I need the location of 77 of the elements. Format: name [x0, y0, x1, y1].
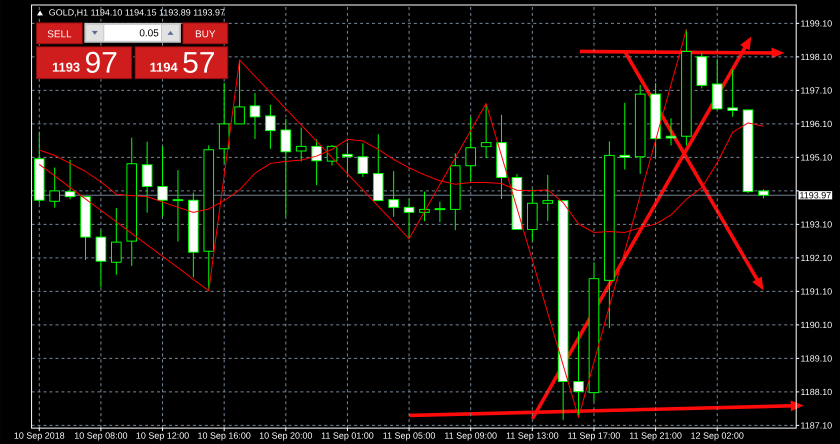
annotation: 1193: [52, 62, 80, 72]
y-tick-label: 1193.10: [801, 221, 832, 228]
candlestick: [358, 142, 368, 177]
candlestick: [388, 170, 399, 217]
x-tick-label: 10 Sep 20:00: [260, 432, 312, 440]
annotation: 97: [86, 52, 116, 73]
annotation: 57: [183, 52, 214, 73]
candlestick: [250, 92, 260, 140]
candlestick: [296, 127, 307, 162]
candlestick: [588, 262, 600, 402]
candlestick: [434, 201, 446, 222]
candlestick: [604, 140, 615, 328]
x-tick-label: 11 Sep 09:00: [445, 432, 497, 440]
candlestick: [342, 142, 353, 174]
candlestick: [712, 58, 723, 110]
candlestick: [80, 196, 91, 260]
candlestick: [265, 104, 276, 149]
x-tick-label: 10 Sep 08:00: [74, 432, 128, 440]
annotation: BUY: [196, 30, 216, 38]
candlestick: [218, 82, 230, 164]
candlestick: [696, 52, 708, 89]
candlestick: [49, 166, 60, 208]
candlestick: [96, 230, 106, 288]
x-tick-label: 10 Sep 2018: [14, 432, 64, 440]
y-tick-label: 1199.10: [801, 20, 832, 27]
candlestick: [188, 192, 199, 278]
candlestick: [619, 102, 630, 170]
y-tick-label: 1197.10: [801, 87, 832, 94]
y-tick-label: 1191.10: [801, 288, 832, 295]
y-tick-label: 1196.10: [801, 120, 832, 128]
x-tick-label: 11 Sep 05:00: [383, 432, 436, 440]
candlestick: [404, 198, 414, 240]
x-tick-label: 11 Sep 17:00: [568, 432, 620, 440]
candlestick: [157, 146, 168, 217]
annotation: SELL: [48, 30, 72, 38]
candlestick: [666, 118, 676, 146]
y-tick-label: 1190.10: [801, 322, 832, 328]
candlestick: [450, 152, 461, 230]
candlestick: [280, 118, 292, 217]
candlestick: [480, 102, 492, 158]
candlestick: [311, 138, 322, 186]
x-tick-label: 10 Sep 16:00: [198, 432, 250, 440]
annotation: 1194: [150, 62, 178, 72]
candlestick: [573, 330, 584, 418]
y-tick-label: 1198.10: [801, 54, 832, 60]
candlestick: [126, 137, 138, 266]
y-tick-label: 1195.10: [801, 154, 832, 161]
candlestick: [142, 141, 152, 213]
candlestick: [64, 159, 76, 200]
candlestick: [650, 82, 661, 158]
candlestick: [512, 174, 522, 230]
candlestick: [465, 116, 476, 182]
candlestick: [496, 114, 507, 200]
y-tick-label: 1189.10: [801, 355, 832, 362]
candlestick: [34, 131, 45, 204]
x-tick-label: 11 Sep 21:00: [630, 432, 682, 440]
candlestick: [758, 188, 769, 198]
annotation: 0.05: [140, 29, 158, 36]
x-tick-label: 11 Sep 01:00: [322, 432, 374, 440]
candlestick: [172, 170, 184, 242]
x-tick-label: 10 Sep 12:00: [136, 432, 189, 440]
chart-title: GOLD,H1 1194.10 1194.15 1193.89 1193.97: [49, 9, 224, 17]
candlestick: [727, 69, 738, 117]
ref-line-label: 1193.97: [800, 192, 831, 198]
y-tick-label: 1187.10: [801, 422, 832, 429]
candlestick: [542, 174, 554, 222]
candlestick: [681, 28, 692, 146]
candlestick: [111, 207, 122, 275]
candlestick: [558, 200, 568, 420]
candlestick: [372, 134, 384, 202]
candlestick: [527, 188, 538, 241]
candlestick: [742, 109, 754, 194]
y-tick-label: 1192.10: [801, 254, 832, 262]
candlestick: [634, 84, 646, 174]
x-tick-label: 11 Sep 13:00: [506, 432, 558, 440]
x-tick-label: 12 Sep 02:00: [691, 432, 744, 440]
y-tick-label: 1188.10: [801, 388, 832, 396]
